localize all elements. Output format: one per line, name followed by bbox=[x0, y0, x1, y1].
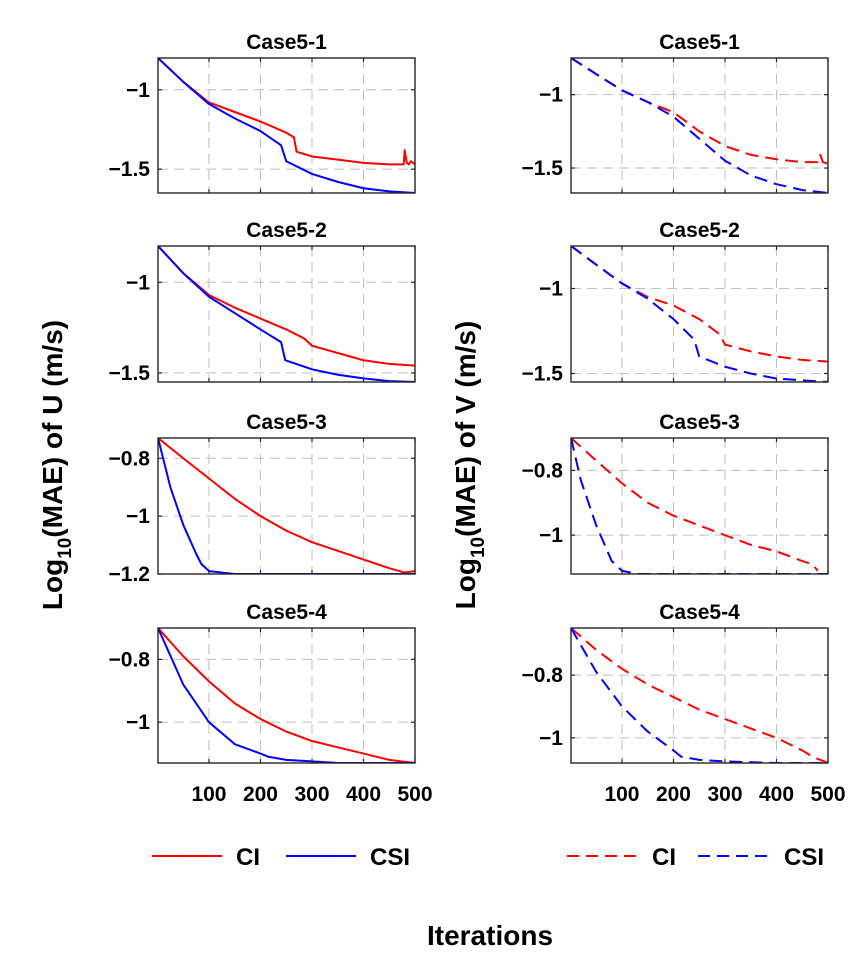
legend-left-ci-label: CI bbox=[236, 844, 260, 871]
series-line-ci bbox=[158, 246, 415, 367]
y-tick-label: −1.5 bbox=[522, 157, 564, 180]
plot-area bbox=[571, 628, 828, 763]
series-line-csi bbox=[571, 58, 828, 193]
y-tick-label: −1.5 bbox=[109, 158, 151, 181]
panel-title: Case5-4 bbox=[246, 601, 327, 624]
panel-title: Case5-1 bbox=[246, 31, 327, 54]
series-line-ci bbox=[571, 246, 828, 363]
panel-case5-1-u: −1 −1.5 Case5-1 bbox=[109, 31, 416, 194]
x-tick-label: 300 bbox=[707, 783, 742, 806]
legend-right: CI CSI bbox=[567, 844, 824, 871]
plot-area bbox=[571, 58, 828, 193]
y-tick-label: −1 bbox=[539, 278, 563, 301]
plot-area bbox=[571, 246, 828, 382]
y-tick-label: −1 bbox=[126, 79, 150, 102]
y-tick-label: −1.5 bbox=[109, 362, 151, 385]
plot-area bbox=[158, 58, 415, 193]
axes-frame bbox=[157, 245, 416, 383]
panel-case5-1-v: −1 −1.5 Case5-1 bbox=[522, 31, 829, 194]
series-line-ci bbox=[571, 628, 828, 763]
right-ylabel: Log10(MAE) of V (m/s) bbox=[450, 321, 489, 610]
series-line-csi bbox=[571, 628, 828, 763]
panel-case5-2-v: −1 −1.5 Case5-2 bbox=[522, 219, 829, 386]
panel-case5-4-u: −0.8 −1 100 200 300 400 500 Case5-4 bbox=[109, 601, 433, 806]
axes-frame bbox=[570, 627, 829, 764]
plot-area bbox=[158, 628, 415, 763]
x-tick-label: 200 bbox=[243, 783, 278, 806]
y-tick-label: −1 bbox=[126, 711, 150, 734]
y-tick-label: −1 bbox=[539, 727, 563, 750]
x-tick-label: 400 bbox=[346, 783, 381, 806]
axes-frame bbox=[570, 437, 829, 575]
panel-title: Case5-3 bbox=[246, 411, 327, 434]
series-line-csi bbox=[571, 246, 828, 382]
right-ylabel-main: Log bbox=[450, 558, 481, 609]
plot-area bbox=[571, 438, 828, 574]
panel-title: Case5-2 bbox=[659, 219, 740, 242]
y-tick-label: −1 bbox=[539, 524, 563, 547]
right-ylabel-rest: (MAE) of V (m/s) bbox=[450, 321, 481, 537]
legend-left-csi-label: CSI bbox=[370, 844, 410, 871]
panel-title: Case5-1 bbox=[659, 31, 740, 54]
x-tick-label: 200 bbox=[656, 783, 691, 806]
panel-title: Case5-3 bbox=[659, 411, 740, 434]
y-tick-label: −1 bbox=[539, 84, 563, 107]
axes-frame bbox=[157, 627, 416, 764]
legend-right-csi-label: CSI bbox=[784, 844, 824, 871]
left-ylabel-rest: (MAE) of U (m/s) bbox=[37, 320, 68, 538]
series-line-ci bbox=[571, 438, 819, 572]
y-tick-label: −0.8 bbox=[522, 459, 564, 482]
axes-frame bbox=[157, 57, 416, 194]
right-ylabel-sub: 10 bbox=[468, 537, 489, 558]
series-line-csi bbox=[158, 628, 415, 763]
plot-area bbox=[158, 246, 415, 382]
panel-title: Case5-4 bbox=[659, 601, 740, 624]
y-tick-label: −1 bbox=[126, 505, 150, 528]
series-line-ci bbox=[158, 628, 415, 763]
series-line-ci bbox=[158, 438, 415, 574]
x-axis-label: Iterations bbox=[427, 920, 553, 951]
left-ylabel-main: Log bbox=[37, 559, 68, 610]
x-tick-label: 500 bbox=[810, 783, 845, 806]
legend-left: CI CSI bbox=[152, 844, 410, 871]
y-tick-label: −0.8 bbox=[109, 648, 151, 671]
panel-title: Case5-2 bbox=[246, 219, 327, 242]
axes-frame bbox=[570, 245, 829, 383]
panel-case5-4-v: −0.8 −1 100 200 300 400 500 Case5-4 bbox=[522, 601, 846, 806]
x-tick-label: 100 bbox=[191, 783, 226, 806]
panel-case5-3-v: −0.8 −1 Case5-3 bbox=[522, 411, 829, 575]
left-ylabel: Log10(MAE) of U (m/s) bbox=[37, 320, 76, 610]
axes-frame bbox=[570, 57, 829, 194]
panel-case5-2-u: −1 −1.5 Case5-2 bbox=[109, 219, 416, 385]
subplot-grid: −1−1.5Case5-1−1−1.5Case5-1−1−1.5Case5-2−… bbox=[109, 31, 846, 806]
x-tick-label: 300 bbox=[294, 783, 329, 806]
y-tick-label: −0.8 bbox=[109, 447, 151, 470]
panel-case5-3-u: −0.8 −1 −1.2 Case5-3 bbox=[109, 411, 416, 586]
legend-right-ci-label: CI bbox=[652, 844, 676, 871]
axes-frame bbox=[157, 437, 416, 575]
x-tick-label: 100 bbox=[604, 783, 639, 806]
series-line-csi bbox=[571, 438, 828, 574]
plot-area bbox=[158, 438, 415, 574]
y-tick-label: −1 bbox=[126, 271, 150, 294]
series-line-csi bbox=[158, 58, 415, 193]
series-line-ci bbox=[158, 58, 415, 166]
y-tick-label: −0.8 bbox=[522, 664, 564, 687]
y-tick-label: −1.2 bbox=[109, 563, 150, 586]
x-tick-label: 400 bbox=[759, 783, 794, 806]
left-ylabel-sub: 10 bbox=[55, 538, 76, 559]
x-tick-label: 500 bbox=[397, 783, 432, 806]
y-tick-label: −1.5 bbox=[522, 363, 564, 386]
series-line-csi bbox=[158, 246, 415, 382]
